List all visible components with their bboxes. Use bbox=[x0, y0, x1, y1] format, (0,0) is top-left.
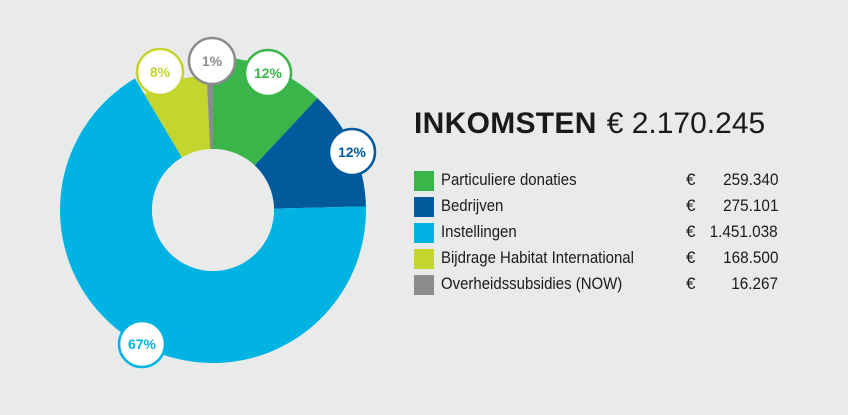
legend-swatch bbox=[414, 171, 434, 191]
bubble-circle bbox=[117, 319, 167, 369]
percent-label-bubble: 12% bbox=[327, 127, 377, 177]
percent-label: 12% bbox=[338, 144, 367, 160]
percent-label-bubble: 8% bbox=[135, 47, 185, 97]
percent-label: 12% bbox=[254, 65, 283, 81]
income-heading: INKOMSTEN € 2.170.245 bbox=[414, 107, 765, 141]
income-total: € 2.170.245 bbox=[606, 107, 766, 140]
legend-value: 1.451.038 bbox=[709, 222, 778, 241]
legend-label: Bijdrage Habitat International bbox=[441, 248, 634, 267]
legend-label: Overheidssubsidies (NOW) bbox=[441, 274, 623, 293]
slice-particuliere-donaties bbox=[213, 57, 318, 166]
legend-label: Instellingen bbox=[441, 222, 517, 241]
legend-value: 168.500 bbox=[722, 248, 778, 267]
legend-currency: € bbox=[686, 274, 696, 293]
legend-item: Bedrijven € 275.101 bbox=[414, 195, 784, 221]
legend-label: Bedrijven bbox=[441, 196, 504, 215]
legend-value: 16.267 bbox=[731, 274, 778, 293]
legend-currency: € bbox=[686, 222, 696, 241]
legend: Particuliere donaties € 259.340 Bedrijve… bbox=[414, 169, 784, 299]
percent-label-bubble: 67% bbox=[117, 319, 167, 369]
legend-item: Overheidssubsidies (NOW) € 16.267 bbox=[414, 273, 784, 299]
legend-currency: € bbox=[686, 248, 696, 267]
percent-label-bubble: 12% bbox=[243, 48, 293, 98]
percent-label-bubble: 1% bbox=[187, 36, 237, 86]
percent-label: 1% bbox=[202, 53, 223, 69]
percent-label: 67% bbox=[128, 336, 157, 352]
slice-instellingen bbox=[60, 78, 366, 363]
bubble-circle bbox=[243, 48, 293, 98]
legend-value: 259.340 bbox=[722, 170, 778, 189]
legend-value: 275.101 bbox=[722, 196, 778, 215]
legend-swatch bbox=[414, 249, 434, 269]
legend-currency: € bbox=[686, 170, 696, 189]
slice-bedrijven bbox=[254, 98, 366, 209]
donut-hole bbox=[152, 149, 274, 271]
legend-swatch bbox=[414, 275, 434, 295]
chart-title: INKOMSTEN bbox=[414, 107, 597, 140]
legend-item: Particuliere donaties € 259.340 bbox=[414, 169, 784, 195]
legend-currency: € bbox=[686, 196, 696, 215]
legend-item: Bijdrage Habitat International € 168.500 bbox=[414, 247, 784, 273]
legend-item: Instellingen € 1.451.038 bbox=[414, 221, 784, 247]
bubble-circle bbox=[327, 127, 377, 177]
percent-label: 8% bbox=[150, 64, 171, 80]
bubble-circle bbox=[187, 36, 237, 86]
legend-label: Particuliere donaties bbox=[441, 170, 577, 189]
legend-swatch bbox=[414, 223, 434, 243]
legend-swatch bbox=[414, 197, 434, 217]
bubble-circle bbox=[135, 47, 185, 97]
